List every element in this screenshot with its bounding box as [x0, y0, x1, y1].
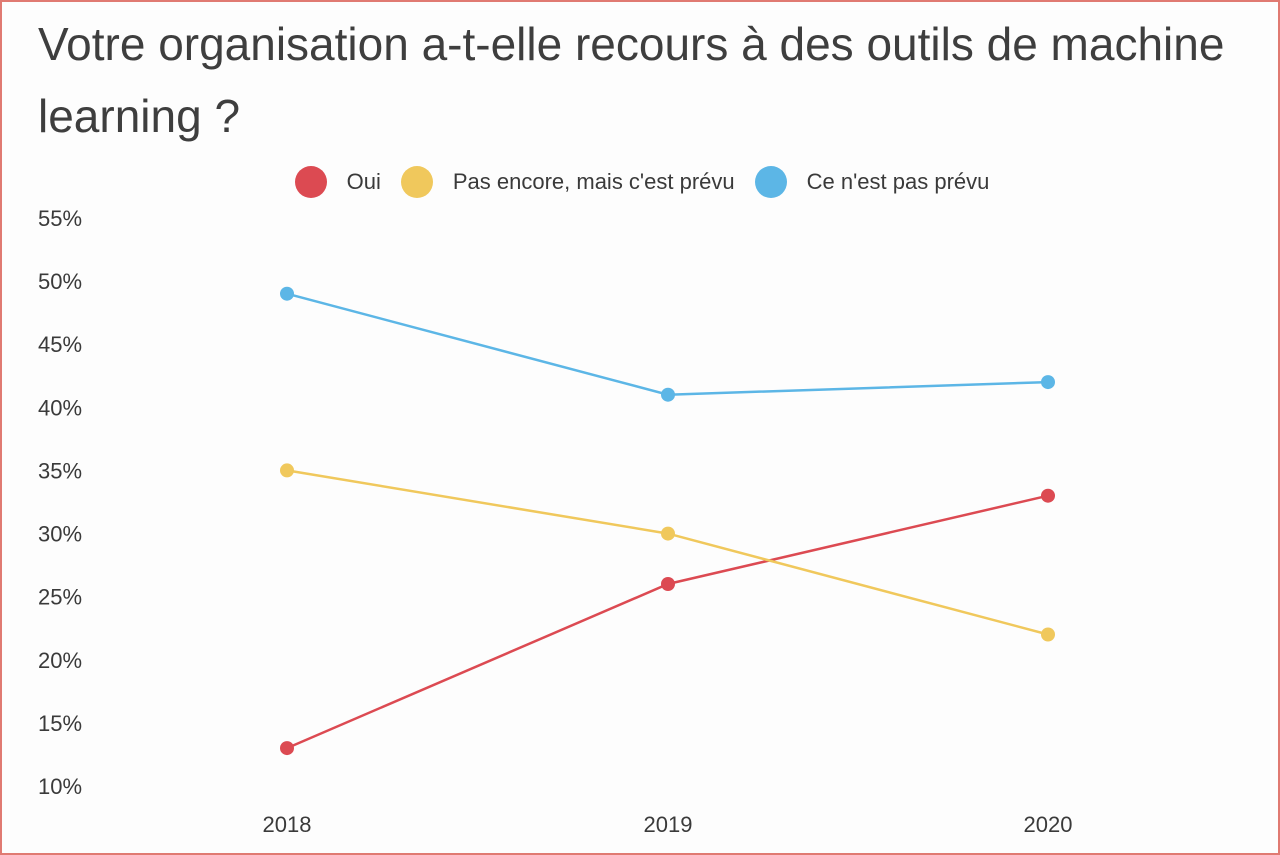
chart-title: Votre organisation a-t-elle recours à de…: [38, 18, 1225, 142]
y-tick-label: 15%: [38, 711, 82, 736]
y-tick-label: 20%: [38, 648, 82, 673]
legend-swatch-pas-prevu: [754, 166, 787, 198]
legend-swatch-prevu: [400, 166, 433, 198]
x-tick-label: 2019: [644, 812, 693, 837]
y-tick-label: 40%: [38, 395, 82, 420]
y-tick-label: 25%: [38, 585, 82, 610]
legend-label-oui: Oui: [346, 169, 381, 194]
legend-item-prevu: Pas encore, mais c'est prévu: [400, 166, 735, 198]
data-point: [280, 741, 294, 756]
series-line: [286, 469, 1049, 636]
y-tick-label: 50%: [38, 269, 82, 294]
data-point: [1041, 488, 1055, 503]
data-point: [661, 577, 675, 591]
x-tick-label: 2020: [1024, 812, 1073, 837]
data-point: [1041, 627, 1055, 642]
legend-label-prevu: Pas encore, mais c'est prévu: [452, 169, 735, 194]
legend-item-oui: Oui: [294, 166, 381, 198]
data-point: [661, 526, 675, 541]
y-tick-label: 55%: [38, 206, 82, 231]
legend-label-pas-prevu: Ce n'est pas prévu: [806, 169, 990, 194]
y-tick-label: 45%: [38, 332, 82, 357]
data-point: [1041, 375, 1055, 390]
x-tick-label: 2018: [263, 812, 312, 837]
data-point: [280, 463, 294, 478]
y-tick-label: 10%: [38, 774, 82, 799]
legend: Oui Pas encore, mais c'est prévu Ce n'es…: [2, 166, 1280, 198]
legend-swatch-oui: [294, 166, 327, 198]
y-tick-label: 30%: [38, 522, 82, 547]
series-line: [286, 292, 1049, 396]
data-point: [280, 286, 294, 301]
data-point: [661, 387, 675, 402]
legend-item-pas-prevu: Ce n'est pas prévu: [754, 166, 990, 198]
y-tick-label: 35%: [38, 458, 82, 483]
